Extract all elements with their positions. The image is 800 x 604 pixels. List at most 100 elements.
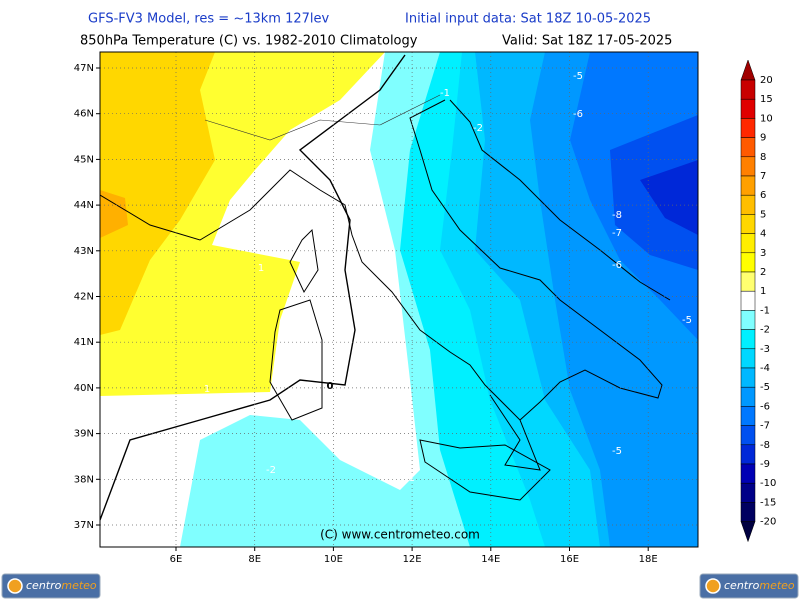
logo-text: centrometeo	[724, 579, 795, 592]
colorbar-cell	[740, 329, 756, 350]
lat-label: 37N	[74, 520, 94, 531]
lon-label: 16E	[560, 554, 579, 565]
logo-box	[1, 573, 101, 599]
coast-east	[409, 99, 663, 421]
title-init: Initial input data: Sat 18Z 10-05-2025	[405, 12, 651, 27]
logo-part: centro	[26, 579, 62, 592]
colorbar-cell	[740, 444, 756, 465]
title-valid: Valid: Sat 18Z 17-05-2025	[502, 34, 672, 49]
lat-label: 44N	[74, 200, 94, 211]
colorbar-label: 4	[760, 229, 766, 240]
colorbar-cell	[740, 175, 756, 196]
lat-label: 46N	[74, 109, 94, 120]
colorbar-label: 3	[760, 248, 766, 259]
map-frame	[99, 51, 699, 548]
coast-sicily	[419, 439, 551, 501]
coastlines	[100, 94, 671, 501]
contour-label: -5	[612, 446, 622, 457]
colorbar-label: 1	[760, 286, 766, 297]
lat-label: 45N	[74, 154, 94, 165]
logo-left: centrometeo	[1, 573, 101, 599]
contour-label: -5	[682, 315, 692, 326]
colorbar-label: 2	[760, 267, 766, 278]
logo-part: meteo	[759, 579, 795, 592]
coast-sardinia	[269, 299, 323, 421]
colorbar-label: 10	[760, 113, 773, 124]
title-model: GFS-FV3 Model, res = ~13km 127lev	[88, 12, 330, 27]
contour-labels: -5 -6 -1 -2 -8 -7 -6 -5 1 1 0 -2 -1 -5	[204, 71, 692, 484]
colorbar-cell	[740, 98, 756, 119]
lat-label: 43N	[74, 246, 94, 257]
coast-west	[100, 169, 541, 471]
colorbar-arrow	[740, 521, 756, 543]
colorbar-cell	[740, 463, 756, 484]
contour-label: 1	[258, 263, 264, 274]
colorbar-label: 9	[760, 133, 766, 144]
graticule	[96, 52, 698, 551]
logo-text: centrometeo	[26, 579, 97, 592]
map-fields	[100, 52, 698, 547]
lat-label: 42N	[74, 292, 94, 303]
lon-label: 10E	[324, 554, 343, 565]
colorbar-label: -4	[760, 363, 770, 374]
colorbar-cell	[740, 425, 756, 446]
colorbar-label: 8	[760, 152, 766, 163]
field-plus2	[100, 52, 215, 335]
logo-right: centrometeo	[699, 573, 799, 599]
contour-label: -5	[573, 71, 583, 82]
title-field: 850hPa Temperature (C) vs. 1982-2010 Cli…	[80, 34, 418, 49]
colorbar-label: 7	[760, 171, 766, 182]
contour-label: -2	[266, 465, 276, 476]
lon-label: 18E	[639, 554, 658, 565]
logo-part: centro	[724, 579, 760, 592]
lon-label: 6E	[170, 554, 183, 565]
coast-corsica	[289, 228, 319, 294]
colorbar-label: -10	[760, 478, 776, 489]
credit: (C) www.centrometeo.com	[320, 528, 480, 542]
lat-label: 47N	[74, 63, 94, 74]
contour-label: -7	[612, 228, 622, 239]
colorbar-cell	[740, 137, 756, 158]
field-minus8	[640, 160, 698, 235]
colorbar-label: 6	[760, 190, 766, 201]
contour-label: -6	[573, 109, 583, 120]
logo-box	[699, 573, 799, 599]
colorbar-cell	[740, 502, 756, 522]
colorbar-cell	[740, 118, 756, 138]
lat-label: 38N	[74, 474, 94, 485]
colorbar-cell	[740, 386, 756, 407]
colorbar-cell	[740, 252, 756, 273]
field-plus3	[100, 190, 128, 238]
colorbar-label: 15	[760, 94, 773, 105]
lon-label: 12E	[403, 554, 422, 565]
colorbar-cell	[740, 271, 756, 292]
logo-icon	[7, 578, 23, 594]
lat-label: 40N	[74, 383, 94, 394]
colorbar-cell	[740, 233, 756, 254]
coast-dalmatia	[449, 99, 671, 301]
contour-label: -1	[440, 88, 450, 99]
colorbar: 20 15 10 9 8 7 6 5 4 3 2 1 -1 -2 -3 -4 -5 -6 -7 -8 -9 -10 -15 -…	[740, 59, 776, 543]
colorbar-cell	[740, 290, 756, 311]
contour-label: -6	[612, 260, 622, 271]
colorbar-cell	[740, 79, 756, 100]
lon-label: 14E	[481, 554, 500, 565]
colorbar-label: -1	[760, 305, 770, 316]
colorbar-label: -6	[760, 401, 770, 412]
colorbar-cell	[740, 194, 756, 215]
lat-label: 39N	[74, 429, 94, 440]
colorbar-label: -2	[760, 325, 770, 336]
colorbar-label: 20	[760, 75, 773, 86]
colorbar-label: -15	[760, 497, 776, 508]
contour-label: 0	[327, 381, 334, 392]
colorbar-cell	[740, 367, 756, 388]
logo-icon	[705, 578, 721, 594]
contour-label: -1	[405, 473, 415, 484]
lat-label: 41N	[74, 337, 94, 348]
colorbar-cell	[740, 156, 756, 177]
colorbar-cell	[740, 406, 756, 426]
colorbar-label: -9	[760, 459, 770, 470]
colorbar-cell	[740, 214, 756, 234]
